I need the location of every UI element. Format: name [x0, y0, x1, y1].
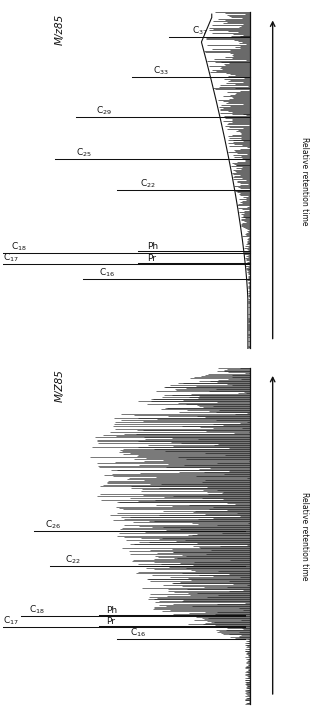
Text: C$_{18}$: C$_{18}$	[11, 241, 27, 253]
Text: M/z85: M/z85	[55, 14, 65, 45]
Text: Ph: Ph	[107, 606, 118, 615]
Text: C$_{26}$: C$_{26}$	[45, 519, 61, 531]
Text: C$_{29}$: C$_{29}$	[96, 104, 112, 117]
Text: Pr: Pr	[107, 617, 116, 626]
Text: C$_{16}$: C$_{16}$	[130, 627, 146, 640]
Text: C$_{18}$: C$_{18}$	[29, 604, 45, 616]
Text: C$_{17}$: C$_{17}$	[3, 252, 19, 264]
Text: C$_{22}$: C$_{22}$	[65, 554, 81, 567]
Text: Relative retention time: Relative retention time	[300, 137, 309, 225]
Text: Relative retention time: Relative retention time	[300, 493, 309, 581]
Text: C$_{25}$: C$_{25}$	[76, 146, 91, 159]
Text: C$_{37}$: C$_{37}$	[192, 24, 208, 37]
Text: Pr: Pr	[147, 254, 156, 263]
Text: C$_{33}$: C$_{33}$	[153, 65, 169, 77]
Text: C$_{22}$: C$_{22}$	[140, 177, 156, 190]
Text: Ph: Ph	[147, 242, 158, 251]
Text: C$_{17}$: C$_{17}$	[3, 615, 19, 628]
Text: C$_{16}$: C$_{16}$	[99, 266, 115, 279]
Text: M/Z85: M/Z85	[55, 370, 65, 402]
